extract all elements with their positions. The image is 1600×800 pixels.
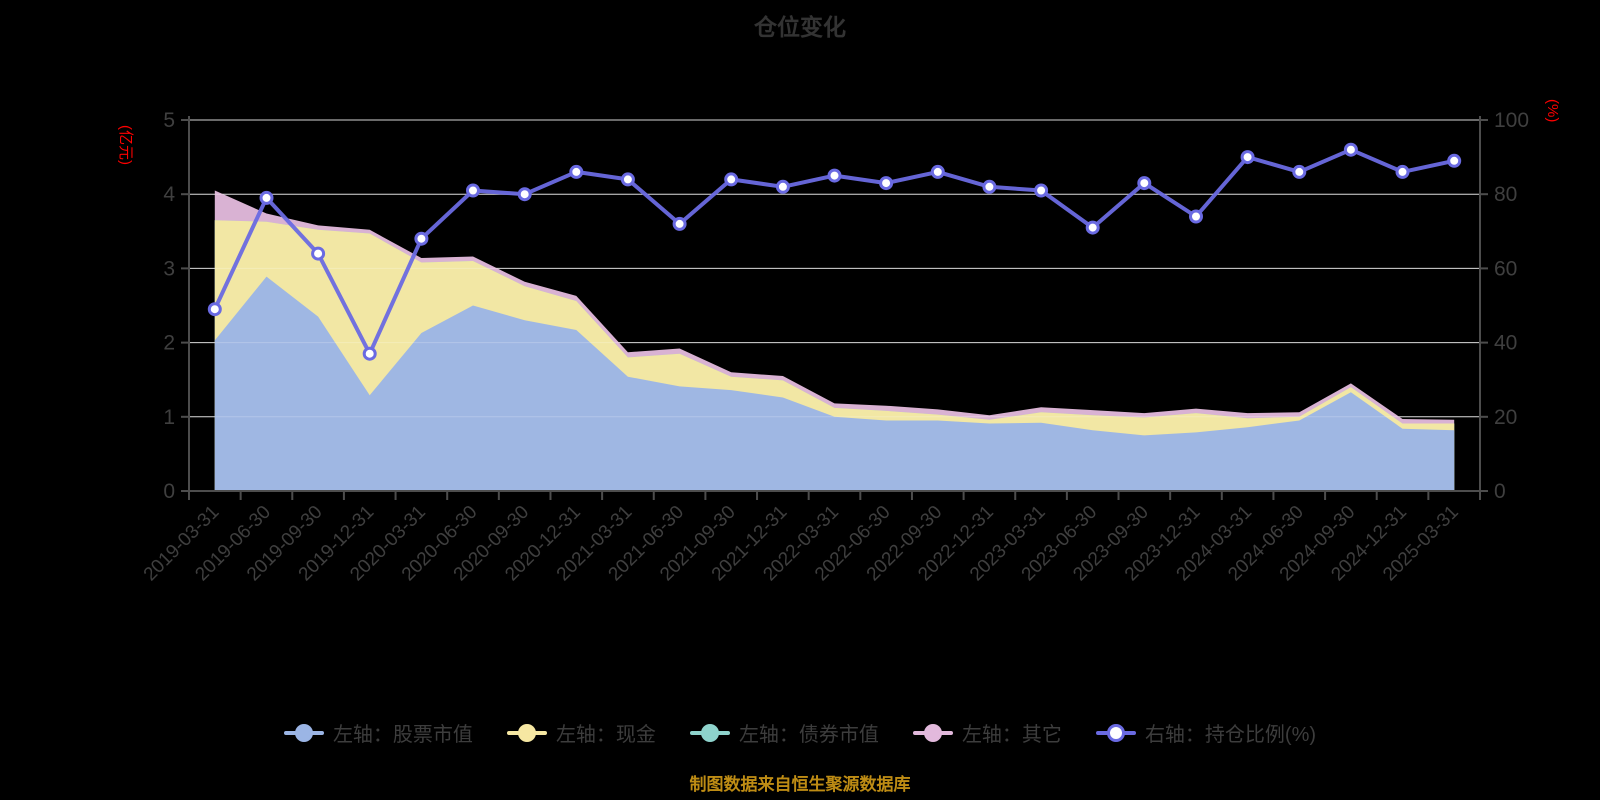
legend-item-cash[interactable]: 左轴：现金 [506,718,656,747]
legend-item-stock[interactable]: 左轴：股票市值 [283,718,473,747]
footer-note: 制图数据来自恒生聚源数据库 [689,775,911,794]
legend-marker-stock [283,723,324,742]
legend-label: 左轴：股票市值 [332,724,473,746]
right-axis-tick-label: 80 [1494,183,1517,206]
legend-label: 左轴：债券市值 [738,724,879,746]
chart-canvas[interactable]: 0123450204060801002019-03-312019-06-3020… [0,0,1600,710]
left-axis-tick-label: 4 [163,183,175,206]
right-axis-tick-label: 40 [1494,332,1517,355]
legend-label: 左轴：其它 [961,724,1062,746]
right-axis-tick-label: 100 [1494,109,1529,132]
left-axis-name: (亿元) [117,125,134,165]
ratio-point[interactable] [1292,164,1307,179]
ratio-point[interactable] [1085,220,1100,235]
ratio-point[interactable] [414,231,429,246]
ratio-point[interactable] [982,179,997,194]
legend-label: 左轴：现金 [555,724,656,746]
ratio-point[interactable] [620,172,635,187]
right-axis-tick-label: 20 [1494,406,1517,429]
ratio-point[interactable] [879,176,894,191]
left-axis-tick-label: 5 [163,109,175,132]
ratio-point[interactable] [1240,150,1255,165]
ratio-point[interactable] [362,346,377,361]
ratio-point[interactable] [1034,183,1049,198]
left-axis-tick-label: 2 [163,332,175,355]
ratio-point[interactable] [1395,164,1410,179]
ratio-point[interactable] [1189,209,1203,224]
ratio-point[interactable] [466,183,480,198]
ratio-point[interactable] [207,302,222,317]
ratio-point[interactable] [1137,176,1152,191]
legend-marker-ratio_line [1095,723,1136,742]
right-axis-name: (%) [1544,99,1561,122]
left-axis-tick-label: 0 [163,480,175,503]
legend: 左轴：股票市值 左轴：现金 左轴：债券市值 左轴：其它 右轴：持仓比例(%) [0,718,1600,747]
legend-item-other[interactable]: 左轴：其它 [912,718,1062,747]
ratio-point[interactable] [930,164,945,179]
chart-title: 仓位变化 [754,14,846,40]
ratio-point[interactable] [827,168,842,183]
left-axis-tick-label: 3 [163,257,175,280]
right-axis-tick-label: 60 [1494,257,1517,280]
ratio-point[interactable] [672,216,687,231]
ratio-point[interactable] [724,172,739,187]
legend-marker-other [912,723,953,742]
left-axis-tick-label: 1 [163,406,175,429]
area-stock[interactable] [214,276,1455,491]
ratio-point[interactable] [569,164,584,179]
legend-marker-cash [506,723,547,742]
ratio-point[interactable] [259,190,274,205]
ratio-point[interactable] [775,179,790,194]
ratio-point[interactable] [1343,142,1358,157]
right-axis-tick-label: 0 [1494,480,1506,503]
ratio-point[interactable] [311,246,326,261]
legend-label: 右轴：持仓比例(%) [1144,724,1317,746]
ratio-point[interactable] [1447,153,1462,168]
legend-marker-bond [689,723,730,742]
legend-item-ratio_line[interactable]: 右轴：持仓比例(%) [1095,718,1317,747]
legend-item-bond[interactable]: 左轴：债券市值 [689,718,879,747]
ratio-point[interactable] [517,187,532,202]
